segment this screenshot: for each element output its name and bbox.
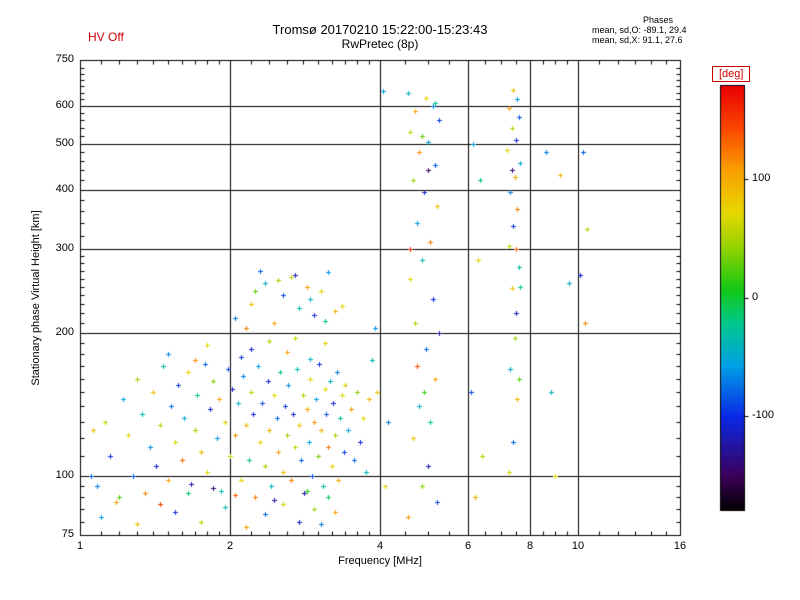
x-tick-label: 16 [673, 540, 687, 552]
phases-o-mode-line: mean, sd,O: -89.1, 29.4 [592, 25, 687, 35]
x-tick-label: 1 [76, 540, 84, 552]
colorbar-tick-label: 0 [752, 291, 759, 303]
y-tick-label: 750 [55, 53, 74, 65]
y-tick-label: 600 [55, 99, 74, 111]
x-tick-label: 8 [526, 540, 534, 552]
x-tick-label: 10 [571, 540, 585, 552]
phases-stats-block: Phases mean, sd,O: -89.1, 29.4 mean, sd,… [592, 15, 724, 45]
colorbar-unit-label: [deg] [712, 66, 751, 82]
colorbar-tick-label: 100 [752, 172, 771, 184]
x-tick-label: 4 [376, 540, 384, 552]
y-tick-label: 200 [55, 326, 74, 338]
colorbar-tick-label: -100 [752, 409, 775, 421]
x-tick-label: 2 [226, 540, 234, 552]
y-tick-label: 75 [61, 528, 74, 540]
y-tick-label: 400 [55, 183, 74, 195]
y-axis-label: Stationary phase Virtual Height [km] [30, 210, 42, 386]
x-axis-label: Frequency [MHz] [338, 555, 422, 567]
y-tick-label: 500 [55, 137, 74, 149]
phases-heading: Phases [642, 15, 674, 25]
plot-title: Tromsø 20170210 15:22:00-15:23:43 [272, 22, 488, 37]
y-tick-label: 300 [55, 242, 74, 254]
y-tick-label: 100 [55, 469, 74, 481]
phases-x-mode-line: mean, sd,X: 91.1, 27.6 [592, 35, 683, 45]
plot-subtitle: RwPretec (8p) [341, 37, 419, 51]
hv-status-label: HV Off [88, 30, 124, 44]
x-tick-label: 6 [464, 540, 472, 552]
